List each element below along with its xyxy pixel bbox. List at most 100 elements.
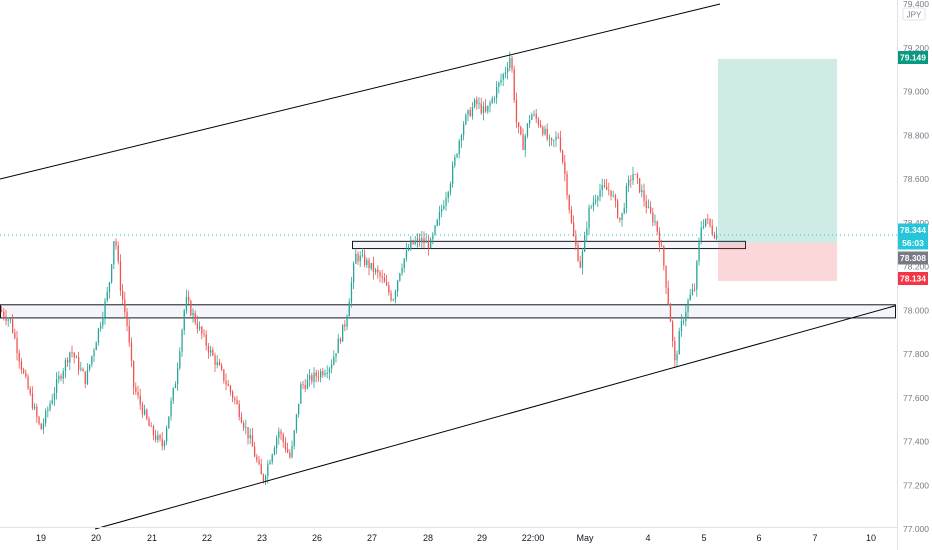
candle [597, 194, 599, 208]
candle [328, 366, 331, 381]
candle [559, 130, 562, 153]
support-zone-upper[interactable] [352, 240, 746, 250]
candle [412, 239, 414, 245]
candle [144, 404, 146, 416]
target-zone[interactable] [718, 58, 837, 243]
candle [71, 345, 73, 358]
candle [25, 369, 27, 379]
candle [78, 351, 80, 376]
x-tick-label: 22 [202, 533, 212, 543]
candle [337, 333, 339, 354]
candle [326, 365, 328, 379]
candle [60, 373, 62, 382]
candle [397, 279, 399, 297]
x-tick-label: 10 [866, 533, 876, 543]
candle [53, 386, 56, 407]
candle [430, 237, 432, 249]
candle [641, 184, 643, 198]
candle [342, 324, 344, 342]
candle [467, 109, 469, 122]
candle [97, 327, 100, 346]
candle [522, 128, 524, 151]
candle [185, 289, 188, 314]
stop-zone[interactable] [718, 242, 837, 281]
candle [306, 373, 309, 390]
candle [86, 363, 89, 386]
candle [267, 460, 269, 484]
candle [676, 350, 678, 368]
candle [520, 125, 522, 136]
y-tick-label: 79.400 [903, 0, 929, 9]
price-tags: 79.149 78.344 56:03 78.308 78.134 [898, 51, 928, 285]
candle [454, 154, 456, 168]
candle [5, 309, 7, 326]
candle [463, 121, 465, 141]
candle [51, 393, 53, 405]
candle [146, 408, 148, 421]
candle [276, 435, 278, 455]
candle [445, 191, 447, 211]
candle [128, 318, 130, 347]
candle [504, 66, 507, 79]
y-tick-label: 77.400 [903, 437, 929, 447]
candle [474, 98, 476, 109]
candle [289, 449, 291, 459]
candle [346, 314, 348, 331]
candle [661, 239, 663, 247]
candle [3, 308, 5, 321]
candle [392, 298, 394, 302]
time-axis[interactable]: 19 20 21 22 23 26 27 28 29 22:00 May 4 5 6 7 10 [0, 527, 897, 544]
currency-badge[interactable]: JPY [902, 7, 926, 21]
candle [535, 108, 537, 124]
candle [705, 218, 707, 228]
candle [489, 100, 491, 113]
candle [1, 305, 3, 313]
x-tick-label: 4 [645, 533, 650, 543]
candle [265, 474, 267, 485]
position-tool[interactable] [718, 58, 837, 281]
support-zone-lower[interactable] [0, 304, 896, 319]
candle [414, 236, 416, 246]
candle [205, 330, 207, 351]
candle [350, 277, 353, 308]
channel-lines[interactable] [0, 3, 896, 530]
candle [667, 280, 669, 306]
candle [610, 190, 612, 201]
candle [236, 395, 238, 405]
channel-upper-line[interactable] [0, 3, 721, 180]
candle [12, 314, 14, 334]
candle [331, 359, 333, 374]
candle [344, 320, 346, 332]
candle [135, 382, 137, 395]
candle [14, 328, 16, 340]
candle [639, 178, 641, 194]
candle [566, 170, 568, 200]
candle [619, 217, 621, 223]
candle [335, 353, 337, 363]
candle [181, 328, 183, 358]
candle [441, 204, 443, 218]
price-axis[interactable]: 79.400 79.200 79.000 78.800 78.600 78.400 78.2… [897, 0, 930, 550]
price-tag-label: 79.149 [900, 53, 926, 63]
price-tag: 78.134 [898, 272, 928, 285]
candle [663, 245, 665, 271]
candle [614, 193, 617, 208]
candle [282, 432, 284, 448]
y-tick-label: 78.000 [903, 305, 929, 315]
candle [557, 132, 559, 140]
candle [177, 362, 179, 391]
candle [553, 139, 555, 148]
candle [493, 95, 496, 104]
candle [669, 302, 672, 322]
candle [62, 368, 64, 384]
candle [487, 105, 489, 115]
candle [16, 330, 18, 361]
channel-lower-line[interactable] [94, 305, 896, 530]
candle [192, 308, 194, 323]
candle [379, 270, 381, 283]
candle [447, 190, 449, 203]
candle [381, 269, 383, 284]
candle [680, 314, 683, 337]
candle [456, 153, 458, 159]
candle [423, 231, 425, 249]
